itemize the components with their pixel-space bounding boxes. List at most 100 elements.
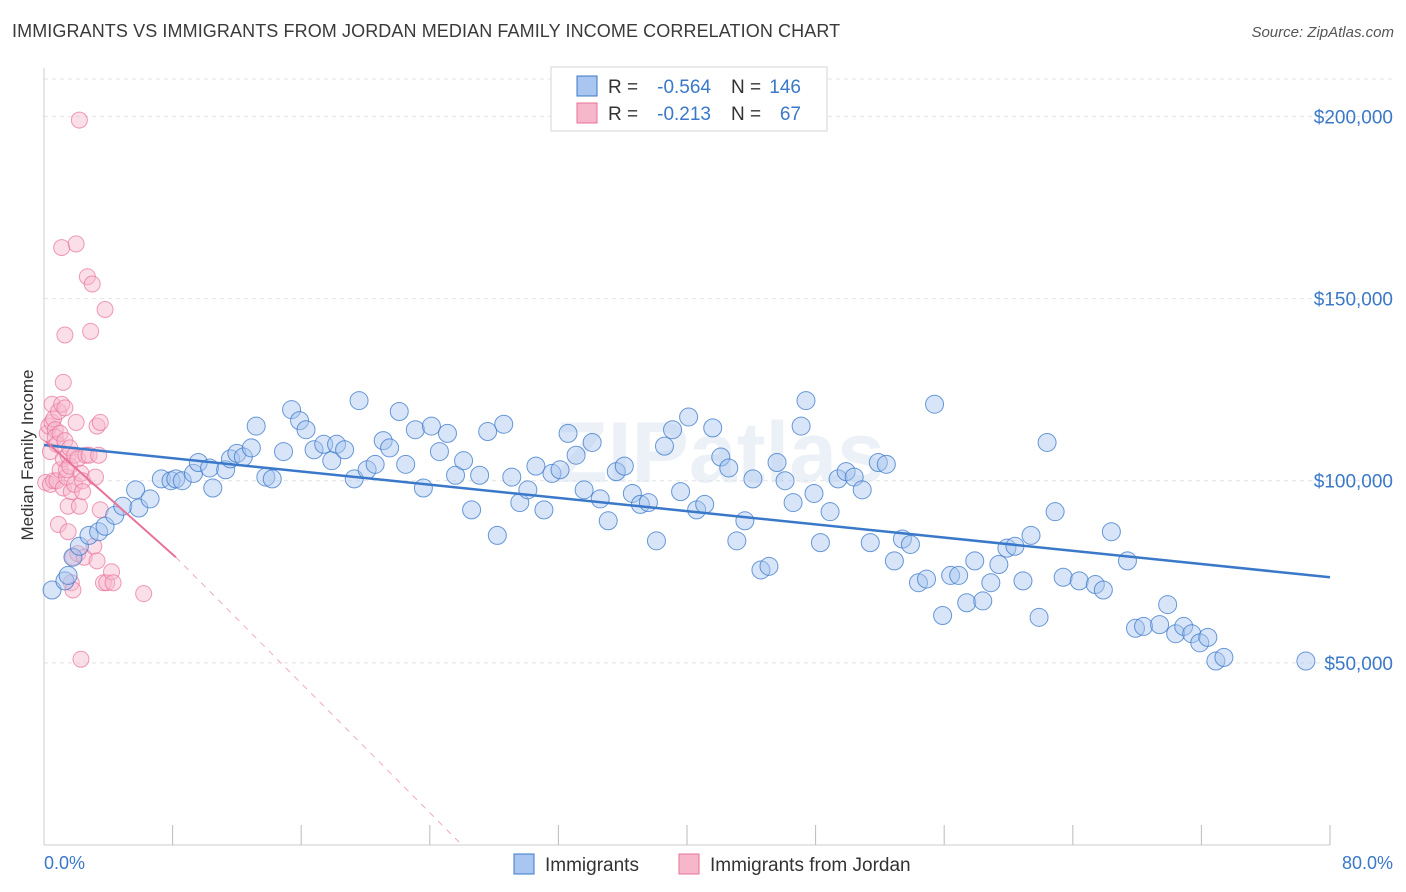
data-point-immigrants [1198, 627, 1218, 647]
data-point-immigrants [413, 478, 433, 498]
data-point-immigrants [767, 453, 787, 472]
x-ticks [172, 825, 1331, 845]
data-point-immigrants [973, 591, 993, 611]
data-point-immigrants [1069, 571, 1089, 591]
data-point-immigrants [925, 394, 945, 414]
data-point-immigrants [172, 471, 192, 491]
legend-n-value: 146 [769, 77, 801, 98]
data-point-immigrants [1174, 616, 1194, 636]
data-point-immigrants [933, 606, 953, 625]
x-tick-label-max: 80.0% [1342, 853, 1393, 873]
legend-n-value: 67 [780, 104, 801, 125]
legend-r-label: R = [608, 104, 638, 125]
data-point-immigrants [79, 525, 99, 545]
data-point-immigrants [810, 533, 830, 553]
trend-line-jordan-extension [175, 556, 463, 846]
legend-r-value: -0.213 [657, 104, 711, 125]
data-point-immigrants [1013, 571, 1033, 591]
bottom-legend-jordan: Immigrants from Jordan [710, 855, 911, 876]
data-point-immigrants [1037, 432, 1057, 452]
y-tick-labels: $50,000 $100,000 $150,000 $200,000 [1314, 107, 1393, 674]
y-tick-label: $200,000 [1314, 107, 1393, 128]
data-point-immigrants [1093, 580, 1113, 600]
watermark: ZIPatlas [555, 405, 885, 501]
data-point-jordan [75, 548, 93, 566]
y-tick-label: $100,000 [1314, 472, 1393, 493]
data-point-immigrants [241, 438, 261, 458]
data-point-immigrants [126, 480, 146, 500]
data-point-immigrants [405, 420, 425, 440]
data-point-jordan [91, 413, 109, 431]
data-point-immigrants [487, 525, 507, 545]
data-point-immigrants [900, 534, 920, 554]
legend-r-value: -0.564 [657, 77, 711, 98]
data-point-immigrants [349, 391, 369, 411]
data-point-immigrants [421, 416, 441, 436]
data-point-immigrants [429, 442, 449, 462]
data-point-immigrants [671, 482, 691, 502]
legend-n-label: N = [731, 77, 761, 98]
data-point-immigrants [663, 420, 683, 440]
bottom-legend-immigrants: Immigrants [545, 855, 639, 876]
data-point-immigrants [95, 516, 115, 536]
data-point-immigrants [1134, 616, 1154, 636]
data-point-jordan [86, 468, 104, 486]
bottom-legend: Immigrants Immigrants from Jordan [513, 853, 911, 876]
data-point-jordan [98, 574, 116, 592]
data-point-immigrants [262, 469, 282, 489]
data-point-immigrants [783, 493, 803, 513]
data-point-immigrants [89, 522, 109, 542]
data-point-immigrants [654, 436, 674, 456]
data-point-immigrants [365, 454, 385, 474]
data-point-immigrants [55, 571, 75, 591]
data-point-immigrants [614, 456, 634, 476]
data-point-immigrants [981, 573, 1001, 593]
data-point-immigrants [227, 443, 247, 463]
data-point-immigrants [1125, 618, 1145, 638]
data-point-immigrants [679, 407, 699, 427]
data-point-jordan [56, 326, 74, 344]
data-point-immigrants [590, 489, 610, 509]
data-point-immigrants [965, 551, 985, 571]
data-point-immigrants [775, 471, 795, 491]
data-point-immigrants [1029, 607, 1049, 627]
data-point-immigrants [566, 445, 586, 465]
data-point-immigrants [735, 511, 755, 531]
data-point-immigrants [151, 469, 171, 489]
data-point-immigrants [1021, 525, 1041, 545]
data-point-immigrants [1214, 647, 1234, 667]
data-point-immigrants [949, 565, 969, 585]
data-point-immigrants [462, 500, 482, 520]
data-point-jordan [104, 574, 122, 592]
data-point-immigrants [868, 453, 888, 472]
data-point-jordan [51, 461, 69, 479]
data-point-jordan [88, 552, 106, 570]
legend: R = -0.564 N = 146 R = -0.213 N = 67 [550, 66, 828, 132]
data-point-immigrants [140, 489, 160, 509]
data-point-immigrants [941, 565, 961, 585]
trend-line-jordan [44, 440, 177, 558]
data-point-jordan [103, 563, 121, 581]
data-point-immigrants [622, 483, 642, 503]
data-point-immigrants [711, 447, 731, 467]
immigrants-points [42, 391, 1316, 671]
data-point-immigrants [373, 431, 393, 451]
data-point-jordan [67, 235, 85, 253]
data-point-jordan [54, 479, 72, 497]
data-point-jordan [135, 585, 153, 603]
data-point-immigrants [203, 478, 223, 498]
data-point-jordan [72, 650, 90, 668]
data-point-immigrants [852, 480, 872, 500]
data-point-immigrants [454, 451, 474, 471]
data-point-immigrants [1045, 502, 1065, 522]
jordan-points [37, 111, 153, 668]
data-point-immigrants [58, 565, 78, 585]
data-point-immigrants [820, 502, 840, 522]
data-point-immigrants [1053, 567, 1073, 587]
data-point-immigrants [550, 460, 570, 480]
data-point-immigrants [804, 483, 824, 503]
data-point-jordan [59, 523, 77, 541]
data-point-jordan [69, 450, 87, 468]
data-point-immigrants [396, 454, 416, 474]
data-point-immigrants [1166, 624, 1186, 644]
